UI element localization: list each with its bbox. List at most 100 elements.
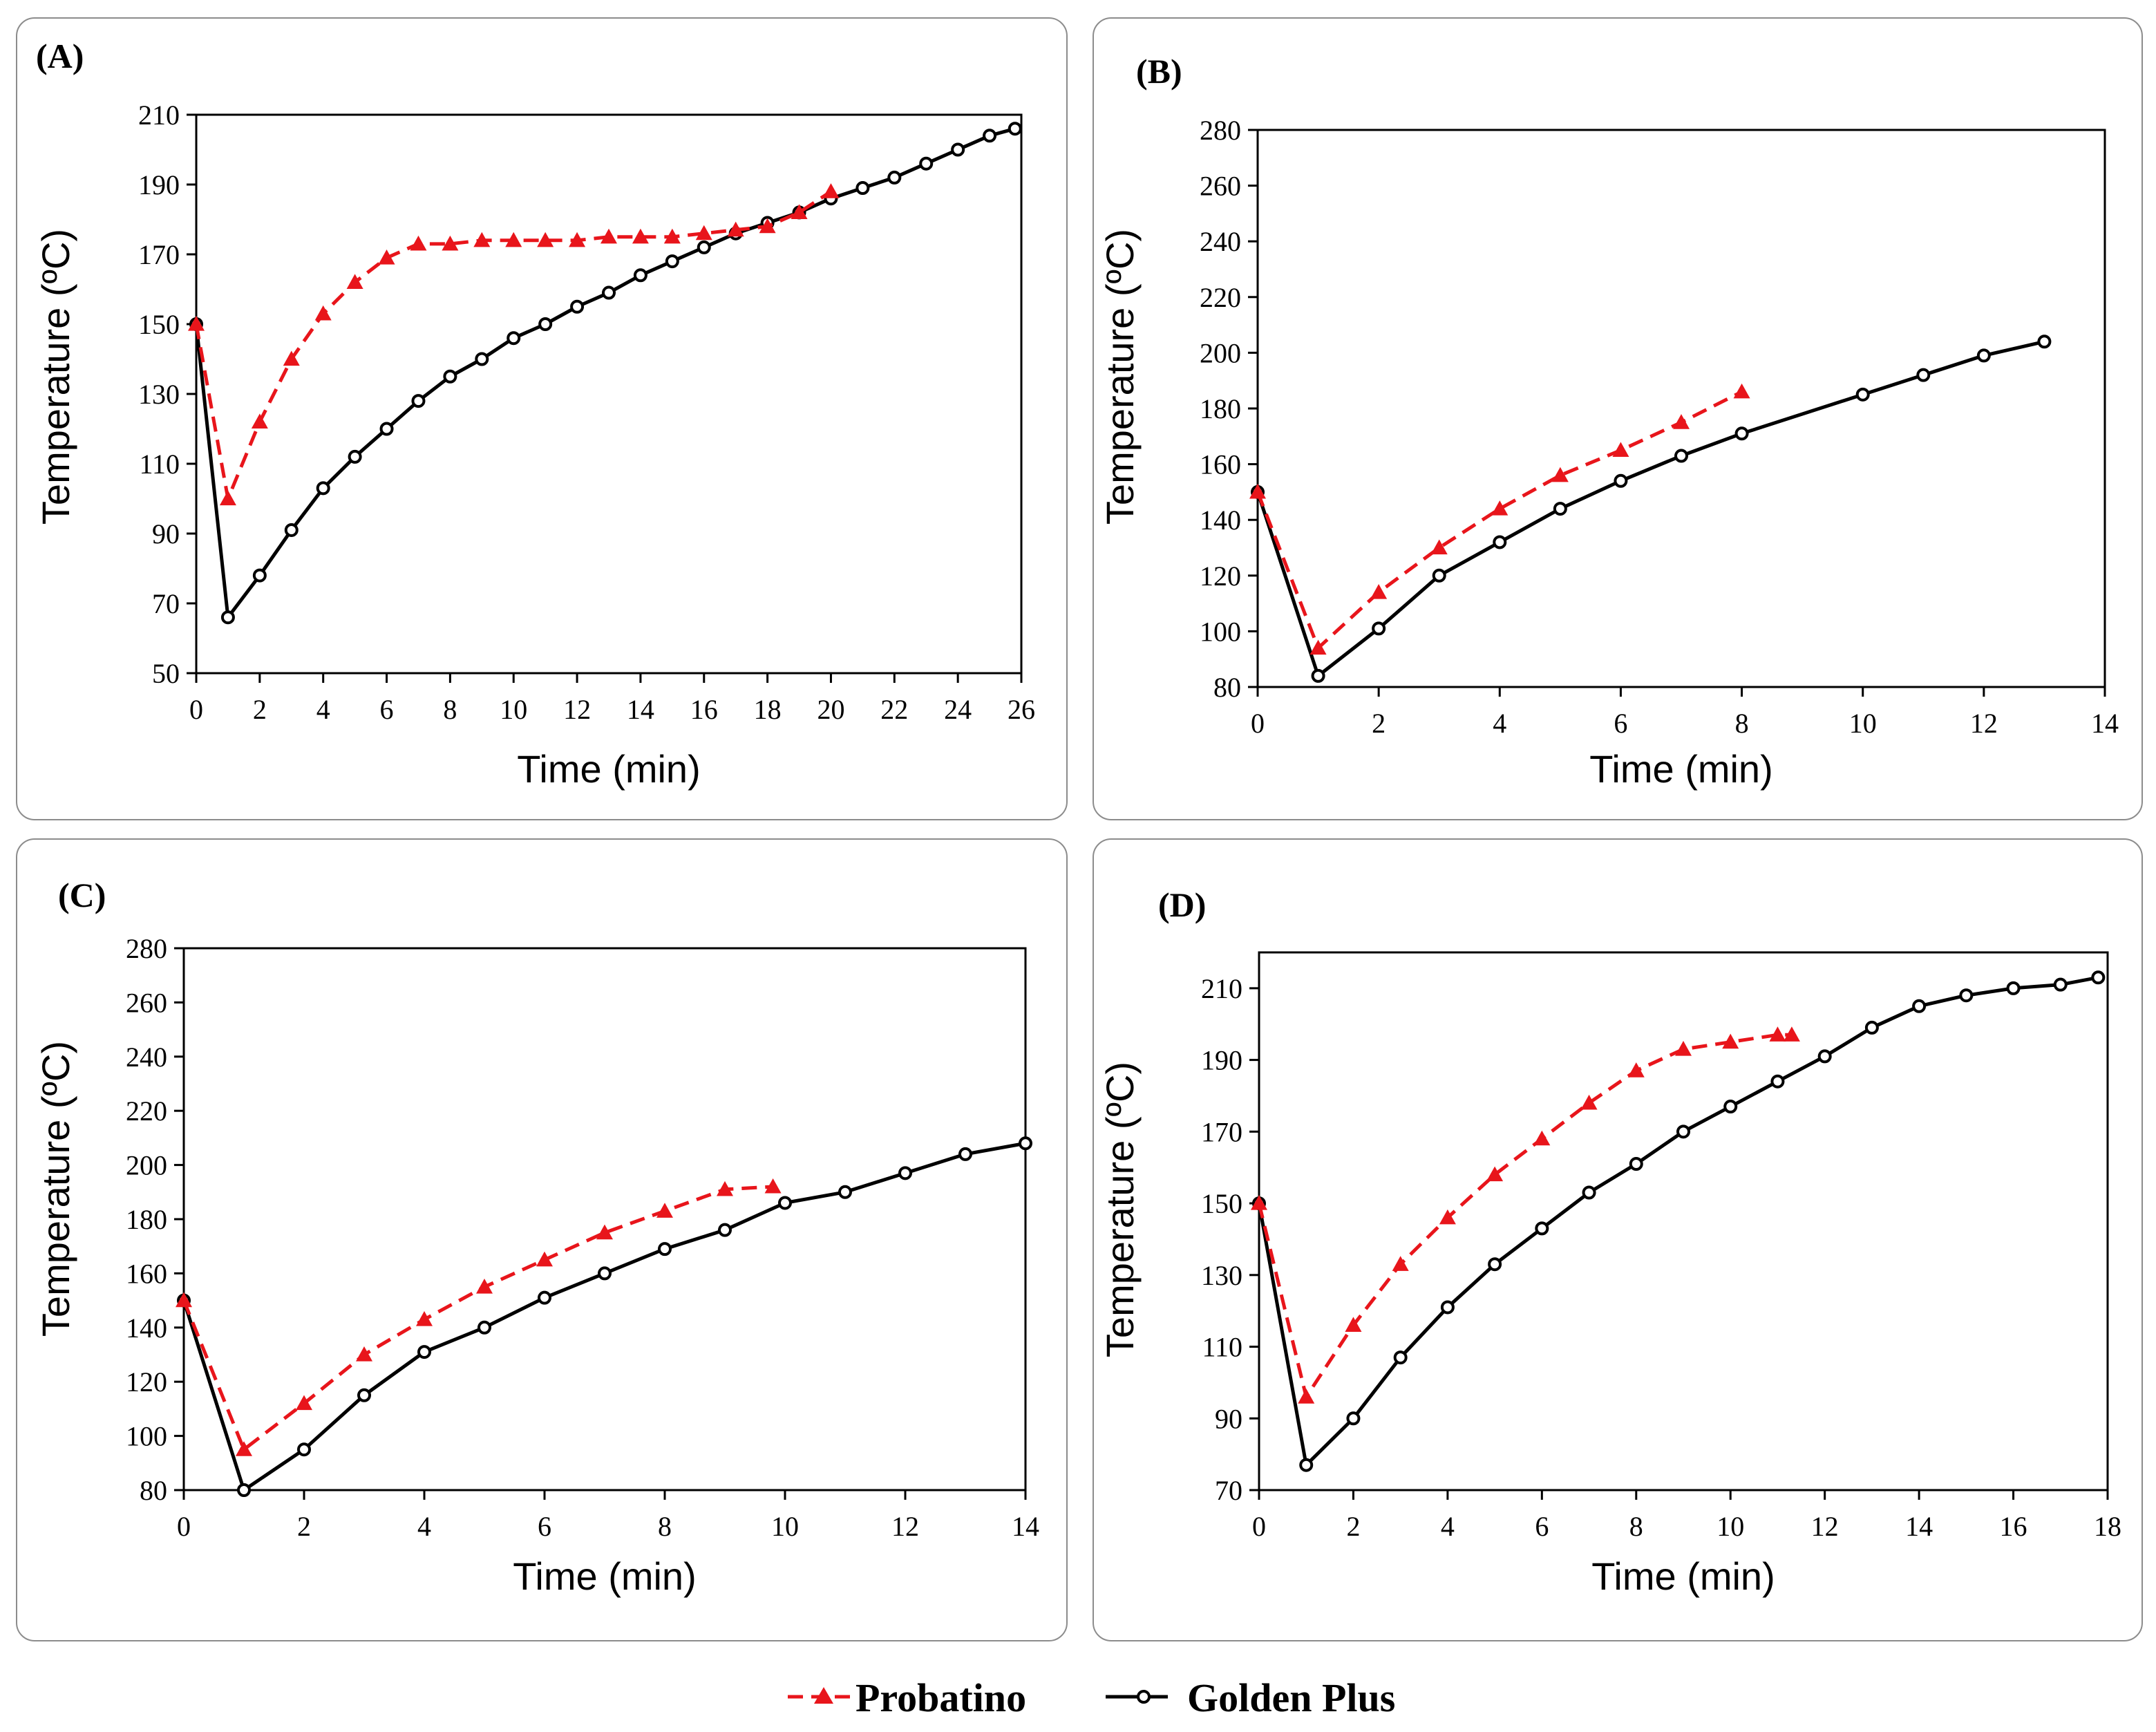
- y-tick-label: 180: [1200, 393, 1241, 424]
- panel-frame: [16, 17, 1068, 820]
- probatino-point: [791, 204, 808, 219]
- probatino-point: [1439, 1209, 1456, 1225]
- golden-plus-point: [1311, 668, 1325, 683]
- y-tick-label: 200: [126, 1150, 167, 1181]
- golden-plus-point: [348, 449, 362, 464]
- golden-plus-point: [1440, 1300, 1455, 1315]
- x-tick-label: 14: [1012, 1511, 1039, 1542]
- golden-plus-point: [887, 170, 902, 185]
- golden-plus-point: [1959, 988, 1974, 1003]
- probatino-point: [1612, 442, 1629, 458]
- probatino-point: [536, 1251, 553, 1267]
- golden-plus-point: [316, 481, 330, 496]
- x-tick-label: 8: [443, 694, 457, 725]
- golden-plus-point: [284, 523, 299, 537]
- chart-panel-d: (D) 70 90 110 130 150 170 190 210 0 2 4 6 8 10 12 14 16 18…: [1093, 838, 2143, 1641]
- y-tick-label: 170: [1201, 1116, 1242, 1147]
- golden-plus-point: [951, 142, 965, 157]
- panel-frame: [16, 838, 1068, 1641]
- golden-plus-point: [1912, 999, 1927, 1013]
- golden-plus-point: [297, 1442, 311, 1457]
- y-tick-label: 140: [1200, 505, 1241, 536]
- golden-plus-point: [2053, 977, 2068, 992]
- x-tick-label: 2: [297, 1511, 311, 1542]
- x-axis-title: Time (min): [1591, 1554, 1775, 1598]
- x-tick-label: 10: [1717, 1511, 1744, 1542]
- probatino-point: [1249, 483, 1266, 499]
- y-tick-label: 170: [138, 239, 180, 270]
- golden-plus-point: [1976, 348, 1991, 363]
- y-axis-title: Temperature (ºC): [1098, 1062, 1142, 1357]
- y-tick-label: 220: [126, 1095, 167, 1127]
- y-axis-title: Temperature (ºC): [34, 1041, 77, 1337]
- probatino-point: [1769, 1026, 1786, 1042]
- x-tick-label: 12: [1970, 708, 1998, 739]
- probatino-point: [759, 218, 776, 234]
- x-tick-label: 0: [1252, 1511, 1266, 1542]
- x-axis-title: Time (min): [517, 747, 700, 791]
- golden-plus-point: [983, 129, 997, 143]
- golden-plus-point: [2037, 335, 2052, 349]
- panel-frame: [1093, 838, 2143, 1641]
- probatino-point: [1733, 383, 1750, 399]
- x-tick-label: 2: [253, 694, 267, 725]
- panel-label: (A): [36, 37, 84, 75]
- y-tick-label: 130: [138, 379, 180, 410]
- y-tick-label: 160: [1200, 449, 1241, 480]
- y-tick-label: 80: [140, 1475, 167, 1506]
- y-tick-label: 90: [1215, 1403, 1242, 1434]
- x-tick-label: 20: [817, 694, 844, 725]
- probatino-point: [442, 235, 459, 251]
- probatino-point: [1627, 1062, 1645, 1077]
- x-axis-title: Time (min): [513, 1554, 696, 1598]
- y-tick-label: 80: [1213, 672, 1241, 703]
- golden-plus-point: [477, 1320, 491, 1335]
- probatino-point: [632, 228, 649, 244]
- golden-plus-point: [2091, 970, 2106, 985]
- golden-plus-point: [538, 1290, 551, 1305]
- golden-plus-point: [1346, 1411, 1361, 1426]
- panel-label: (B): [1136, 52, 1182, 91]
- y-tick-label: 210: [1201, 973, 1242, 1004]
- x-tick-label: 0: [177, 1511, 191, 1542]
- probatino-point: [356, 1346, 372, 1362]
- golden-plus-point: [1723, 1100, 1738, 1114]
- x-tick-label: 4: [1441, 1511, 1455, 1542]
- y-tick-label: 280: [126, 933, 167, 964]
- x-tick-label: 6: [1535, 1511, 1549, 1542]
- y-tick-label: 120: [1200, 561, 1241, 592]
- probatino-point: [1430, 539, 1448, 555]
- x-tick-label: 8: [1629, 1511, 1643, 1542]
- golden-plus-point: [919, 156, 934, 171]
- golden-plus-point: [1008, 122, 1022, 136]
- probatino-point: [378, 250, 395, 265]
- golden-plus-point: [1553, 502, 1567, 516]
- golden-plus-point: [1432, 568, 1446, 583]
- x-tick-label: 6: [538, 1511, 551, 1542]
- x-tick-label: 10: [1849, 708, 1877, 739]
- probatino-point: [1370, 583, 1388, 599]
- y-tick-label: 130: [1201, 1260, 1242, 1291]
- probatino-point: [695, 225, 712, 241]
- x-tick-label: 12: [1811, 1511, 1839, 1542]
- golden-plus-point: [252, 568, 267, 583]
- golden-plus-point: [1299, 1458, 1314, 1472]
- golden-plus-point: [220, 610, 235, 625]
- plot-area: [1258, 951, 2109, 1491]
- probatino-point: [1309, 639, 1327, 655]
- probatino-point: [188, 316, 205, 331]
- panel-frame: [1093, 17, 2143, 820]
- golden-plus-point: [838, 1185, 852, 1199]
- golden-plus-point: [2006, 981, 2021, 995]
- y-tick-label: 90: [152, 518, 180, 549]
- probatino-point: [176, 1292, 192, 1308]
- probatino-point: [251, 413, 268, 429]
- probatino-point: [473, 232, 491, 247]
- probatino-point: [1551, 467, 1569, 482]
- golden-plus-point: [443, 369, 457, 384]
- probatino-point: [1533, 1130, 1551, 1146]
- probatino-point: [219, 490, 236, 506]
- probatino-point: [764, 1178, 782, 1194]
